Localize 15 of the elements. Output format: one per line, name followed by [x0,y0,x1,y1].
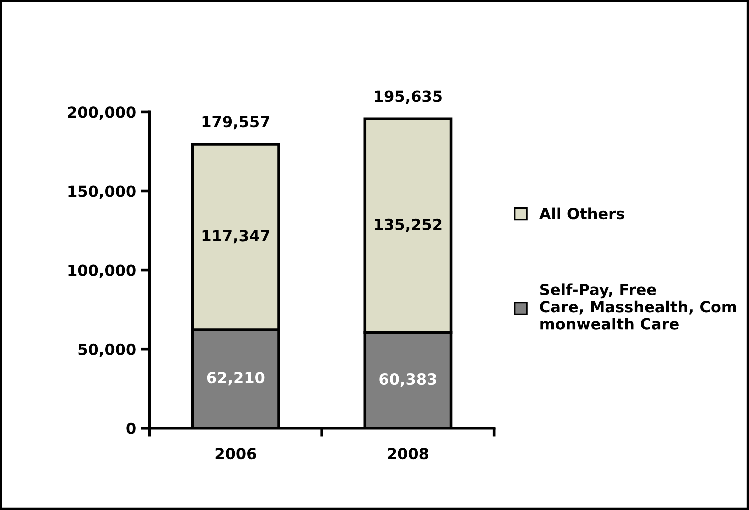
legend-label: All Others [540,208,624,220]
data-label: 60,383 [380,374,436,388]
y-tick-label: 50,000 [78,344,136,358]
y-tick-label: 200,000 [68,106,136,120]
legend-label: Self-Pay, Free Care, Masshealth, Com monwealth Care [540,284,736,330]
total-label: 179,557 [202,116,270,130]
y-tick-label: 100,000 [68,264,136,278]
x-tick-label: 2008 [388,448,429,460]
y-tick-label: 150,000 [68,186,136,200]
data-label: 62,210 [207,372,265,386]
y-tick-label: 0 [126,422,136,434]
data-label: 135,252 [375,218,442,232]
total-label: 195,635 [375,90,442,104]
x-tick-label: 2006 [216,448,256,460]
data-label: 117,347 [202,230,270,244]
